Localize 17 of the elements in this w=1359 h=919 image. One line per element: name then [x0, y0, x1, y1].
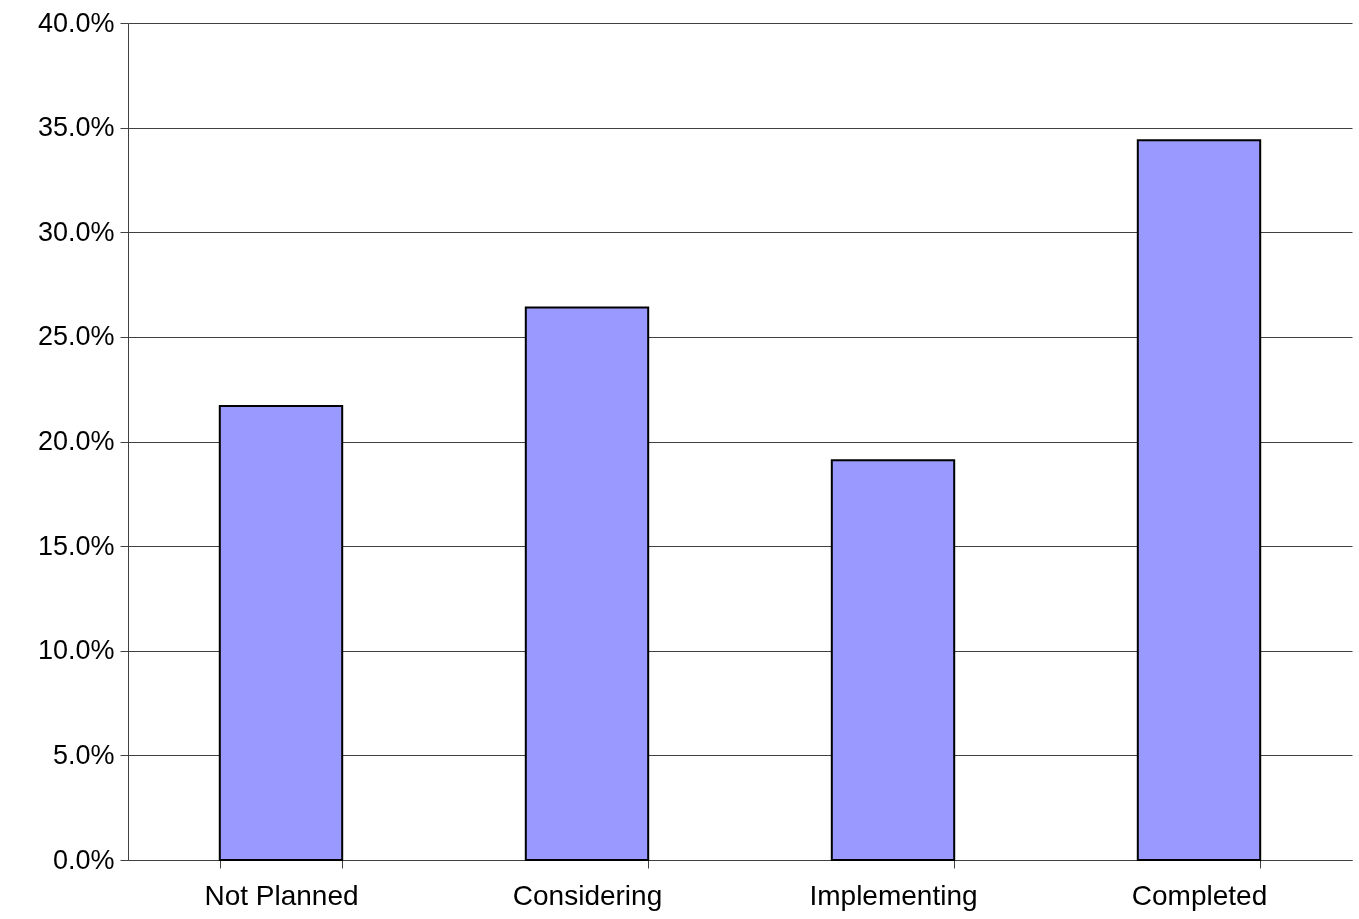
x-tick-label: Completed — [1131, 879, 1268, 911]
y-tick-label: 20.0% — [37, 426, 115, 456]
bar — [1136, 139, 1262, 861]
bar — [830, 459, 956, 861]
bar — [524, 306, 650, 861]
y-tick-label: 0.0% — [52, 844, 115, 875]
y-tick-label: 15.0% — [37, 530, 115, 561]
y-tick-label: 5.0% — [52, 739, 115, 770]
y-tick-label: 40.0% — [37, 7, 115, 38]
y-tick-label: 25.0% — [37, 321, 115, 352]
y-tick-label: 30.0% — [37, 216, 115, 247]
bar — [218, 404, 344, 861]
x-tick-label: Not Planned — [204, 879, 359, 911]
x-tick-label: Considering — [512, 879, 663, 911]
y-tick-label: 35.0% — [37, 112, 115, 143]
x-tick-label: Implementing — [809, 879, 978, 911]
y-tick-label: 10.0% — [37, 635, 115, 666]
